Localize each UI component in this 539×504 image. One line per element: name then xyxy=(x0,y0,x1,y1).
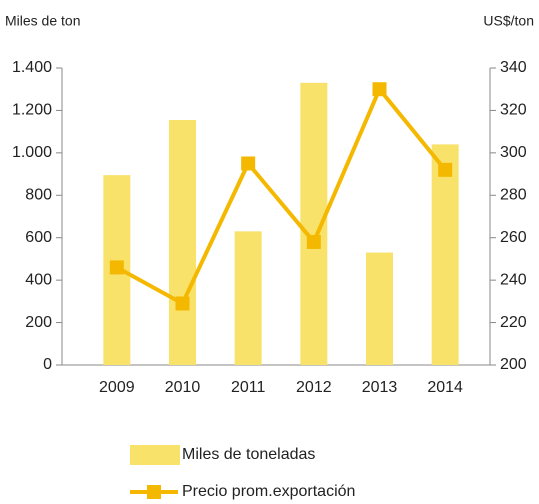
bar xyxy=(169,119,196,365)
y-tick-label: 0 xyxy=(43,356,52,373)
bar xyxy=(431,144,459,365)
bar xyxy=(234,231,262,365)
y2-axis-label: US$/ton xyxy=(483,13,534,29)
x-tick-label: 2011 xyxy=(231,379,266,396)
legend-swatch xyxy=(130,445,180,465)
y-tick-label: 400 xyxy=(25,271,52,288)
y2-tick-label: 200 xyxy=(500,356,527,373)
y2-tick-label: 320 xyxy=(500,102,527,119)
x-tick-label: 2009 xyxy=(99,379,135,396)
y2-tick-label: 260 xyxy=(500,229,527,246)
y-tick-label: 600 xyxy=(25,229,52,246)
x-tick-label: 2013 xyxy=(362,379,398,396)
line xyxy=(115,85,447,307)
x-tick-label: 2010 xyxy=(165,379,201,396)
legend-label: Precio prom.exportación xyxy=(182,483,355,500)
x-tick-label: 2012 xyxy=(296,379,332,396)
y-tick-label: 800 xyxy=(25,187,52,204)
y-tick-label: 1.200 xyxy=(12,102,52,119)
y2-tick-label: 240 xyxy=(500,271,527,288)
marker xyxy=(241,156,256,171)
legend-swatch xyxy=(147,485,161,499)
y2-tick-label: 280 xyxy=(500,187,527,204)
marker xyxy=(372,82,387,97)
y-tick-label: 1.000 xyxy=(12,144,52,161)
marker xyxy=(306,234,321,249)
y-tick-label: 200 xyxy=(25,314,52,331)
legend-label: Miles de toneladas xyxy=(182,446,315,463)
x-tick-label: 2014 xyxy=(427,379,463,396)
marker xyxy=(175,296,190,311)
bar xyxy=(366,252,393,365)
marker xyxy=(438,162,453,177)
y2-tick-label: 220 xyxy=(500,314,527,331)
y2-tick-label: 340 xyxy=(500,59,527,76)
y2-tick-label: 300 xyxy=(500,144,527,161)
marker xyxy=(109,260,124,275)
y-axis-label: Miles de ton xyxy=(5,13,80,29)
y-tick-label: 1.400 xyxy=(12,59,52,76)
